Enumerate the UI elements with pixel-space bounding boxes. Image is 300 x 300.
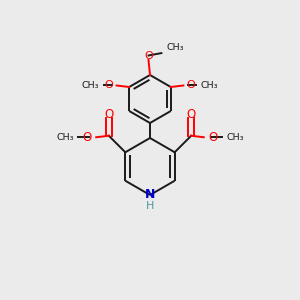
Text: CH₃: CH₃ bbox=[167, 44, 184, 52]
Text: N: N bbox=[145, 188, 155, 202]
Text: O: O bbox=[208, 131, 218, 144]
Text: CH₃: CH₃ bbox=[226, 133, 244, 142]
Text: O: O bbox=[82, 131, 92, 144]
Text: O: O bbox=[187, 108, 196, 121]
Text: CH₃: CH₃ bbox=[56, 133, 74, 142]
Text: O: O bbox=[105, 80, 114, 91]
Text: O: O bbox=[104, 108, 113, 121]
Text: CH₃: CH₃ bbox=[82, 81, 99, 90]
Text: O: O bbox=[186, 80, 195, 91]
Text: O: O bbox=[144, 51, 153, 62]
Text: CH₃: CH₃ bbox=[201, 81, 218, 90]
Text: H: H bbox=[146, 201, 154, 212]
